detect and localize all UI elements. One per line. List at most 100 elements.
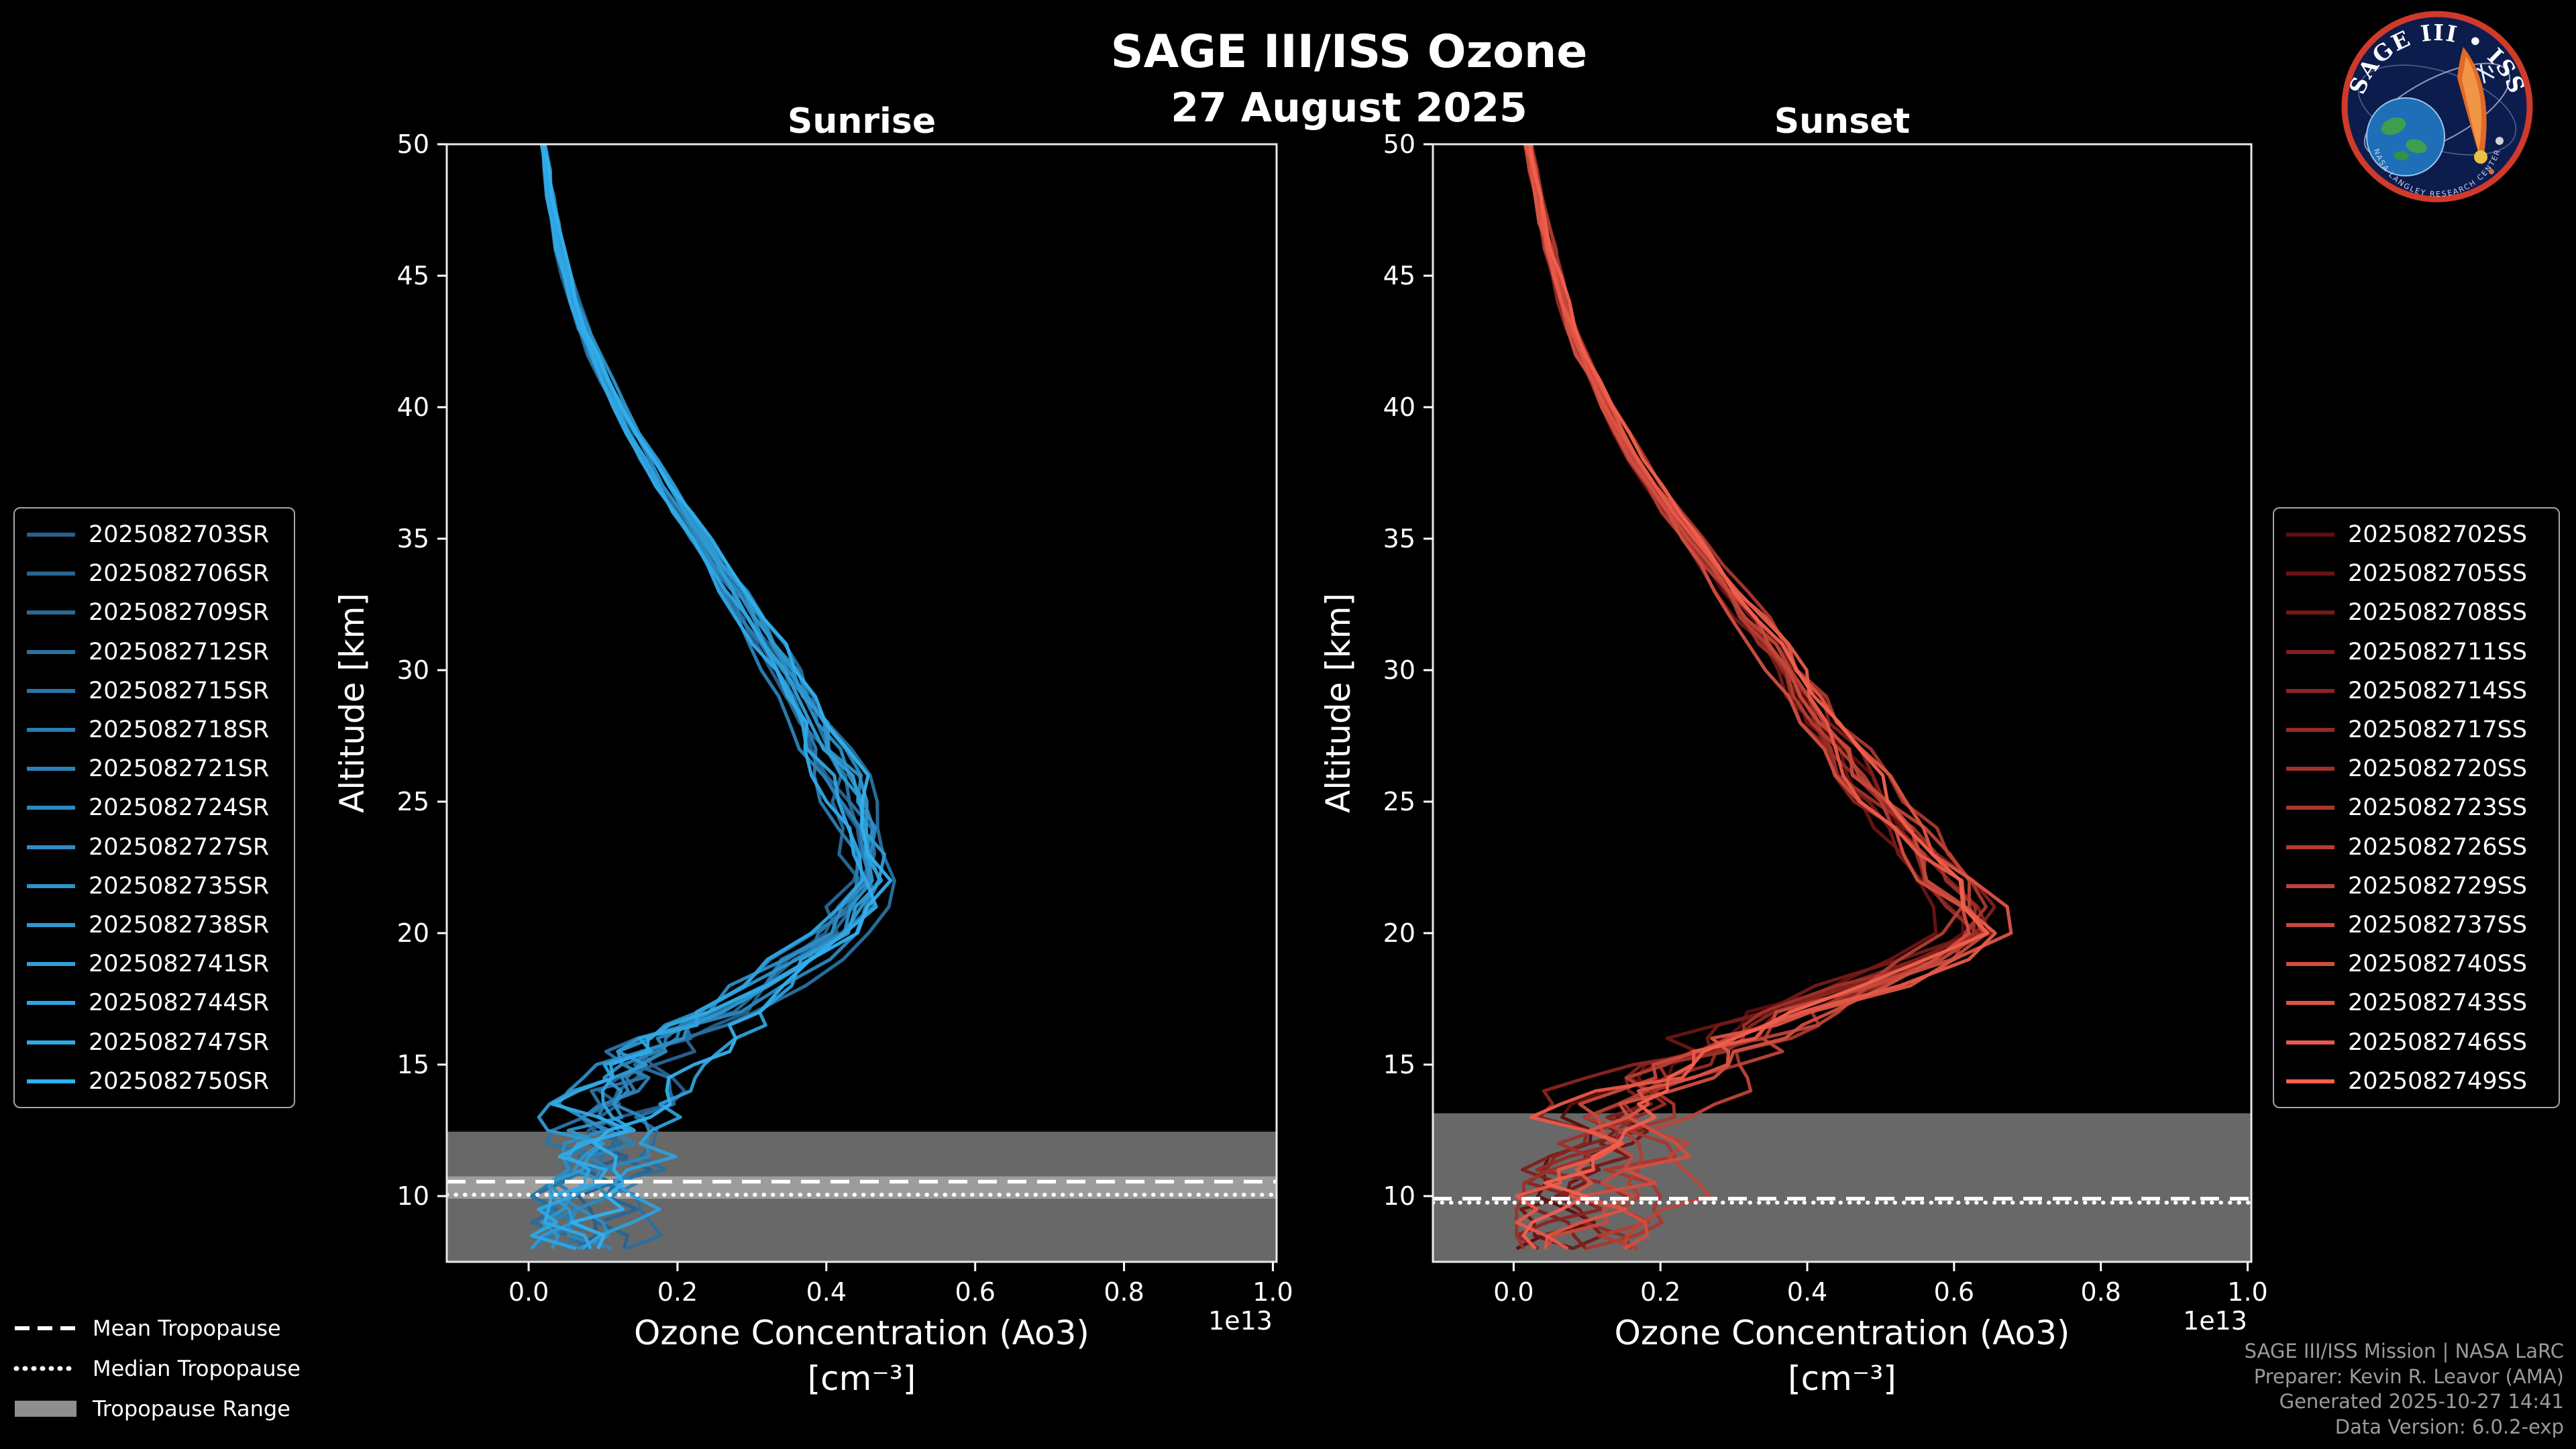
legend-item: 2025082729SS (2274, 867, 2559, 906)
legend-item: 2025082743SS (2274, 983, 2559, 1022)
x-tick-label: 0.2 (657, 1277, 698, 1307)
series-label: 2025082717SS (2348, 716, 2528, 744)
legend-item: 2025082709SR (15, 593, 294, 632)
logo-figure-highlight (2462, 56, 2482, 152)
legend-item: 2025082726SS (2274, 828, 2559, 867)
logo-earth-land (2381, 117, 2406, 136)
y-tick-label: 40 (397, 392, 429, 422)
ozone-profile-line (1527, 144, 1984, 1249)
series-label: 2025082724SR (89, 794, 270, 822)
series-label: 2025082744SR (89, 989, 270, 1017)
y-axis-label: Altitude [km] (333, 593, 372, 813)
series-line-swatch (27, 649, 75, 654)
legend-item: 2025082749SS (2274, 1062, 2559, 1101)
legend-item: 2025082747SR (15, 1022, 294, 1061)
series-label: 2025082709SR (89, 599, 270, 627)
y-tick-label: 10 (1383, 1181, 1415, 1211)
legend-item: 2025082744SR (15, 983, 294, 1022)
x-tick-label: 1.0 (2227, 1277, 2267, 1307)
legend-item: 2025082708SS (2274, 593, 2559, 632)
legend-item: 2025082738SR (15, 906, 294, 945)
y-tick-label: 15 (397, 1050, 429, 1079)
logo-moon-icon (2496, 137, 2504, 145)
legend-item: 2025082718SR (15, 710, 294, 749)
ozone-profile-line (1523, 144, 1989, 1250)
ozone-profile-line (1524, 144, 1964, 1250)
series-label: 2025082708SS (2348, 599, 2528, 627)
series-label: 2025082706SR (89, 560, 270, 588)
series-line-swatch (27, 610, 75, 615)
series-label: 2025082723SS (2348, 794, 2528, 822)
x-tick-label: 0.8 (2080, 1277, 2121, 1307)
median-tropopause-label: Median Tropopause (93, 1356, 301, 1381)
footer-version-line: Data Version: 6.0.2-exp (2334, 1415, 2564, 1438)
series-line-swatch (2286, 649, 2334, 654)
series-label: 2025082715SR (89, 677, 270, 704)
x-tick-label: 0.6 (1934, 1277, 1974, 1307)
x-tick-label: 0.6 (955, 1277, 995, 1307)
tropopause-range-label: Tropopause Range (93, 1396, 290, 1421)
y-tick-label: 20 (1383, 918, 1415, 948)
x-tick-label: 0.8 (1104, 1277, 1144, 1307)
legend-item: 2025082721SR (15, 749, 294, 788)
footer-mission-line: SAGE III/ISS Mission | NASA LaRC (2244, 1340, 2564, 1362)
legend-item: 2025082750SR (15, 1062, 294, 1101)
logo-orbit-line (2363, 62, 2511, 158)
x-tick-label: 0.0 (1493, 1277, 1534, 1307)
series-line-swatch (27, 883, 75, 888)
legend-item-median-tropopause: Median Tropopause (13, 1348, 301, 1389)
ozone-profile-line (1519, 144, 1938, 1250)
legend-item: 2025082712SR (15, 633, 294, 672)
y-tick-label: 25 (397, 787, 429, 816)
sage-iss-logo: SAGE III • ISS NASA LANGLEY RESEARCH CEN… (2341, 11, 2533, 203)
series-label: 2025082702SS (2348, 521, 2528, 549)
series-line-swatch (2286, 922, 2334, 927)
y-tick-label: 35 (397, 524, 429, 553)
series-label: 2025082750SR (89, 1067, 270, 1095)
dotted-line-icon (13, 1366, 78, 1371)
series-line-swatch (27, 688, 75, 693)
ozone-profile-line (1515, 144, 1978, 1250)
x-tick-label: 0.4 (806, 1277, 847, 1307)
mean-tropopause-label: Mean Tropopause (93, 1316, 281, 1341)
logo-earth (2366, 97, 2445, 176)
x-tick-label: 1.0 (1252, 1277, 1293, 1307)
ozone-profile-line (1525, 144, 1980, 1250)
footer-generated-line: Generated 2025-10-27 14:41 (2279, 1390, 2564, 1413)
logo-iss-icon (2476, 64, 2495, 84)
series-label: 2025082737SS (2348, 911, 2528, 938)
series-line-swatch (27, 962, 75, 967)
panel-title: Sunrise (788, 101, 936, 142)
legend-item: 2025082724SR (15, 788, 294, 827)
panel-title: Sunset (1774, 101, 1911, 142)
series-label: 2025082749SS (2348, 1067, 2528, 1095)
y-tick-label: 30 (1383, 655, 1415, 685)
series-line-swatch (27, 767, 75, 771)
series-line-swatch (27, 572, 75, 576)
series-line-swatch (2286, 1079, 2334, 1083)
footer-credits: SAGE III/ISS Mission | NASA LaRC Prepare… (2245, 1339, 2564, 1440)
ozone-profile-line (540, 144, 874, 1250)
sunset-series-legend: 2025082702SS 2025082705SS 2025082708SS 2025… (2273, 507, 2560, 1108)
x-tick-label: 0.2 (1640, 1277, 1680, 1307)
legend-item: 2025082720SS (2274, 749, 2559, 788)
series-line-swatch (27, 845, 75, 849)
series-line-swatch (2286, 1040, 2334, 1044)
legend-item: 2025082737SS (2274, 906, 2559, 945)
series-label: 2025082703SR (89, 521, 270, 549)
ozone-profile-line (1515, 144, 1997, 1250)
legend-item: 2025082735SR (15, 867, 294, 906)
y-tick-label: 30 (397, 655, 429, 685)
x-tick-label: 0.4 (1787, 1277, 1827, 1307)
series-line-swatch (2286, 533, 2334, 537)
panel-sunrise: 0.0 0.2 0.4 0.6 0.8 1.0 10 15 20 25 30 35 40 45 50 Sunr… (333, 101, 1293, 1398)
series-line-swatch (2286, 572, 2334, 576)
legend-item: 2025082727SR (15, 828, 294, 867)
y-tick-label: 40 (1383, 392, 1415, 422)
ozone-profile-line (542, 144, 893, 1250)
axes-box (1432, 143, 2253, 1263)
legend-item: 2025082703SR (15, 515, 294, 554)
ozone-profile-line (1518, 144, 1996, 1250)
series-label: 2025082735SR (89, 872, 270, 900)
